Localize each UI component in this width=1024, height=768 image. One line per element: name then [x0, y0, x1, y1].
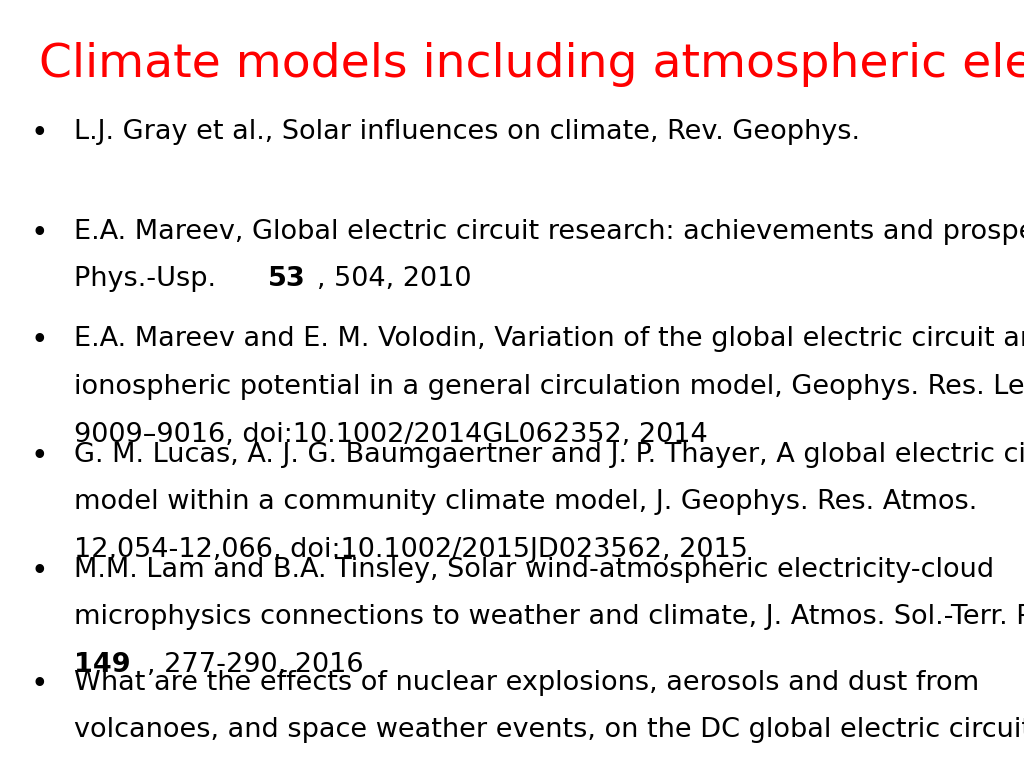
Text: , 277-290, 2016: , 277-290, 2016	[146, 652, 364, 678]
Text: 149: 149	[74, 652, 130, 678]
Text: model within a community climate model, J. Geophys. Res. Atmos.: model within a community climate model, …	[74, 489, 986, 515]
Text: E.A. Mareev, Global electric circuit research: achievements and prospects,: E.A. Mareev, Global electric circuit res…	[74, 219, 1024, 245]
Text: Phys.-Usp.: Phys.-Usp.	[74, 266, 224, 293]
Text: •: •	[30, 442, 48, 471]
Text: microphysics connections to weather and climate, J. Atmos. Sol.-Terr. Phys.: microphysics connections to weather and …	[74, 604, 1024, 631]
Text: G. M. Lucas, A. J. G. Baumgaertner and J. P. Thayer, A global electric circuit: G. M. Lucas, A. J. G. Baumgaertner and J…	[74, 442, 1024, 468]
Text: E.A. Mareev and E. M. Volodin, Variation of the global electric circuit and: E.A. Mareev and E. M. Volodin, Variation…	[74, 326, 1024, 353]
Text: M.M. Lam and B.A. Tinsley, Solar wind-atmospheric electricity-cloud: M.M. Lam and B.A. Tinsley, Solar wind-at…	[74, 557, 994, 583]
Text: volcanoes, and space weather events, on the DC global electric circuit?: volcanoes, and space weather events, on …	[74, 717, 1024, 743]
Text: ionospheric potential in a general circulation model, Geophys. Res. Lett.: ionospheric potential in a general circu…	[74, 374, 1024, 400]
Text: Climate models including atmospheric electricity: Climate models including atmospheric ele…	[39, 42, 1024, 88]
Text: •: •	[30, 670, 48, 699]
Text: •: •	[30, 557, 48, 586]
Text: What are the effects of nuclear explosions, aerosols and dust from: What are the effects of nuclear explosio…	[74, 670, 979, 696]
Text: 9009–9016, doi:10.1002/2014GL062352, 2014: 9009–9016, doi:10.1002/2014GL062352, 201…	[74, 422, 708, 448]
Text: •: •	[30, 119, 48, 148]
Text: L.J. Gray et al., Solar influences on climate, Rev. Geophys.: L.J. Gray et al., Solar influences on cl…	[74, 119, 868, 145]
Text: 53: 53	[268, 266, 306, 293]
Text: , 504, 2010: , 504, 2010	[316, 266, 471, 293]
Text: •: •	[30, 219, 48, 248]
Text: 12,054-12,066, doi:10.1002/2015JD023562, 2015: 12,054-12,066, doi:10.1002/2015JD023562,…	[74, 537, 748, 563]
Text: •: •	[30, 326, 48, 356]
